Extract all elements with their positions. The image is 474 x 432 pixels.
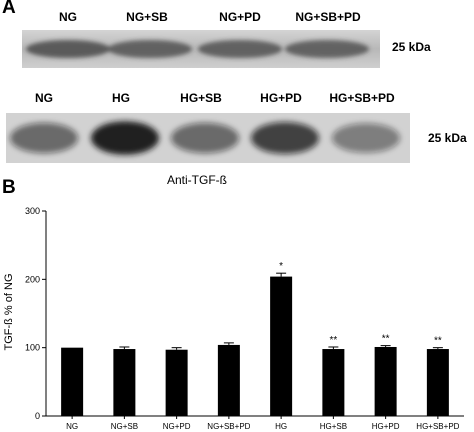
- blot1-lane-label-4: NG+SB+PD: [295, 10, 361, 24]
- bar: [322, 349, 345, 416]
- blot2-band-4: [251, 122, 319, 154]
- blot1-band-4: [285, 40, 369, 58]
- bar: [374, 346, 397, 416]
- x-tick-label: NG+PD: [163, 422, 191, 431]
- antibody-label: Anti-TGF-ß: [167, 173, 227, 187]
- significance-marker: **: [434, 336, 442, 347]
- blot1-lane-label-2: NG+SB: [126, 10, 168, 24]
- blot2-band-1: [10, 122, 78, 154]
- significance-marker: **: [382, 334, 390, 345]
- blot1-lane-label-1: NG: [59, 10, 77, 24]
- blot2-lane-label-3: HG+SB: [180, 91, 222, 105]
- blot2-lane-label-4: HG+PD: [260, 91, 302, 105]
- blot1-band-3: [198, 40, 282, 58]
- bar: [113, 349, 136, 416]
- blot2-lane-label-1: NG: [35, 91, 53, 105]
- x-tick-label: HG: [275, 422, 287, 431]
- panel-a-letter: A: [2, 0, 16, 18]
- y-tick-label: 0: [35, 411, 40, 421]
- blot1-band-1: [26, 40, 110, 58]
- blot2-band-3: [171, 122, 239, 154]
- western-blot-1: [22, 30, 380, 68]
- significance-marker: **: [329, 335, 337, 346]
- significance-marker: *: [279, 261, 283, 272]
- blot2-band-2: [91, 121, 159, 155]
- x-tick-label: HG+PD: [372, 422, 400, 431]
- y-tick-label: 200: [25, 274, 40, 284]
- x-tick-label: HG+SB+PD: [416, 422, 459, 431]
- blot2-lane-label-2: HG: [112, 91, 130, 105]
- bar: [165, 349, 188, 416]
- blot2-size-label: 25 kDa: [428, 131, 467, 145]
- blot1-band-2: [108, 40, 192, 58]
- bar: [426, 349, 449, 416]
- bar-chart: TGF-ß % of NG 0 100 200 300 NG NG+SB NG+PD NG+S…: [3, 206, 464, 431]
- y-tick-label: 300: [25, 206, 40, 216]
- y-tick-label: 100: [25, 343, 40, 353]
- blot2-band-5: [332, 123, 400, 153]
- blot1-lane-label-3: NG+PD: [219, 10, 261, 24]
- x-tick-label: NG: [66, 422, 78, 431]
- bar: [61, 347, 84, 416]
- x-tick-label: HG+SB: [320, 422, 347, 431]
- bar: [270, 276, 293, 416]
- bar: [217, 344, 240, 416]
- western-blot-2: [6, 113, 410, 163]
- blot1-size-label: 25 kDa: [392, 40, 431, 54]
- y-axis-label: TGF-ß % of NG: [3, 274, 15, 351]
- blot2-lane-label-5: HG+SB+PD: [329, 91, 395, 105]
- panel-b-letter: B: [2, 177, 16, 198]
- x-tick-label: NG+SB+PD: [207, 422, 250, 431]
- x-tick-label: NG+SB: [111, 422, 138, 431]
